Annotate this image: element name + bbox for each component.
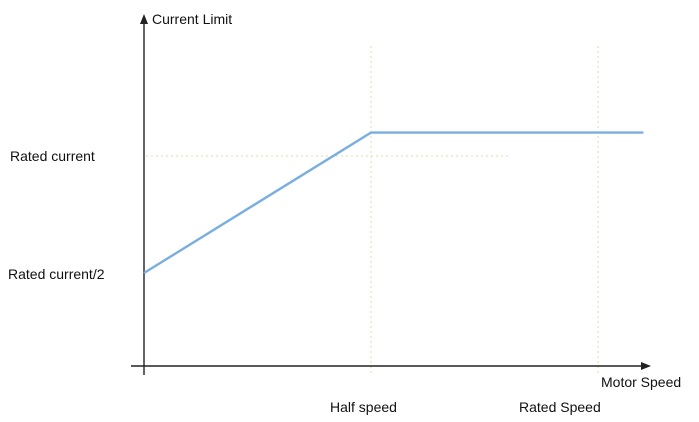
x-axis-arrow-icon [641, 362, 651, 370]
y-axis-arrow-icon [140, 14, 148, 24]
labels-group: Current Limit Motor Speed Rated current … [8, 11, 681, 415]
x-axis-label: Motor Speed [601, 374, 681, 390]
y-axis-label: Current Limit [152, 11, 232, 27]
x-tick-label-rated-speed: Rated Speed [519, 399, 601, 415]
y-tick-label-rated-current: Rated current [10, 148, 95, 164]
series-group [143, 131, 644, 275]
x-tick-label-half-speed: Half speed [330, 399, 397, 415]
series-line-0 [143, 131, 644, 275]
axes [131, 14, 651, 375]
guide-lines [146, 46, 599, 375]
y-tick-label-rated-current-half: Rated current/2 [8, 266, 105, 282]
